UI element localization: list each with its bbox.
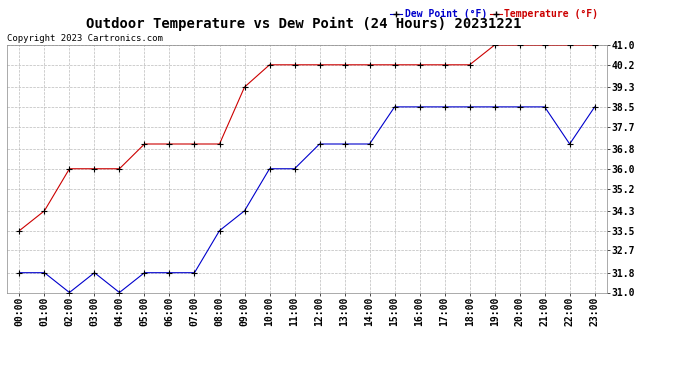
Text: Copyright 2023 Cartronics.com: Copyright 2023 Cartronics.com xyxy=(7,34,163,43)
Legend: Dew Point (°F), Temperature (°F): Dew Point (°F), Temperature (°F) xyxy=(386,5,602,23)
Text: Outdoor Temperature vs Dew Point (24 Hours) 20231221: Outdoor Temperature vs Dew Point (24 Hou… xyxy=(86,17,522,31)
